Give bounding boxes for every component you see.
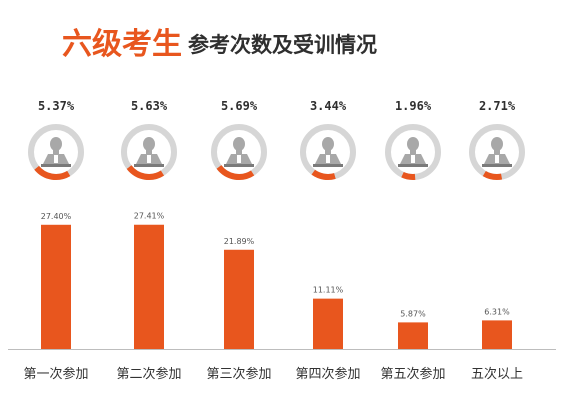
- bar-value-label: 27.40%: [41, 212, 72, 221]
- bar: [134, 224, 164, 349]
- bar-value-label: 21.89%: [224, 237, 255, 246]
- gauge-percent-label: 5.37%: [38, 99, 75, 113]
- bar: [398, 322, 428, 349]
- title-main: 六级考生: [62, 27, 182, 62]
- category-label: 第二次参加: [116, 366, 181, 382]
- category-label: 第一次参加: [23, 366, 88, 382]
- title-sub: 参考次数及受训情况: [188, 33, 377, 57]
- student-bust-icon: [41, 137, 71, 167]
- gauge: 5.63%: [121, 99, 177, 180]
- gauge-progress-arc: [211, 124, 267, 180]
- category-label: 五次以上: [471, 366, 523, 382]
- bar: [482, 320, 512, 349]
- gauge-percent-label: 5.69%: [221, 99, 258, 113]
- chart-title: 六级考生 参考次数及受训情况: [62, 27, 377, 62]
- bar-group: 27.40% 第一次参加 27.41% 第二次参加 21.89% 第三次参加 11.11% 第…: [23, 212, 523, 382]
- bar-value-label: 27.41%: [134, 212, 165, 221]
- gauge-percent-label: 3.44%: [310, 99, 347, 113]
- gauge: 3.44%: [300, 99, 356, 180]
- gauge: 2.71%: [469, 99, 526, 180]
- gauge-progress-arc: [300, 124, 356, 180]
- gauge-progress-arc: [469, 124, 526, 180]
- student-bust-icon: [482, 137, 512, 167]
- category-label: 第三次参加: [206, 366, 271, 382]
- bar-value-label: 5.87%: [400, 309, 426, 318]
- gauge-progress-arc: [27, 124, 84, 180]
- bar-value-label: 6.31%: [484, 307, 510, 316]
- gauge-progress-arc: [121, 124, 177, 180]
- bar-value-label: 11.11%: [313, 286, 344, 295]
- bar: [313, 298, 343, 349]
- gauge-percent-label: 5.63%: [131, 99, 168, 113]
- gauge: 5.37%: [27, 99, 84, 180]
- bar: [224, 249, 254, 349]
- student-bust-icon: [134, 137, 164, 167]
- gauge: 5.69%: [211, 99, 267, 180]
- gauge-group: 5.37% 5.63% 5.69% 3.44% 1.96% 2.71%: [27, 99, 526, 180]
- gauge-percent-label: 1.96%: [395, 99, 432, 113]
- category-label: 第四次参加: [295, 366, 360, 382]
- gauge: 1.96%: [385, 99, 441, 180]
- student-bust-icon: [398, 137, 428, 167]
- category-label: 第五次参加: [380, 366, 445, 382]
- student-bust-icon: [313, 137, 343, 167]
- bar: [41, 224, 71, 349]
- student-bust-icon: [224, 137, 254, 167]
- gauge-percent-label: 2.71%: [479, 99, 516, 113]
